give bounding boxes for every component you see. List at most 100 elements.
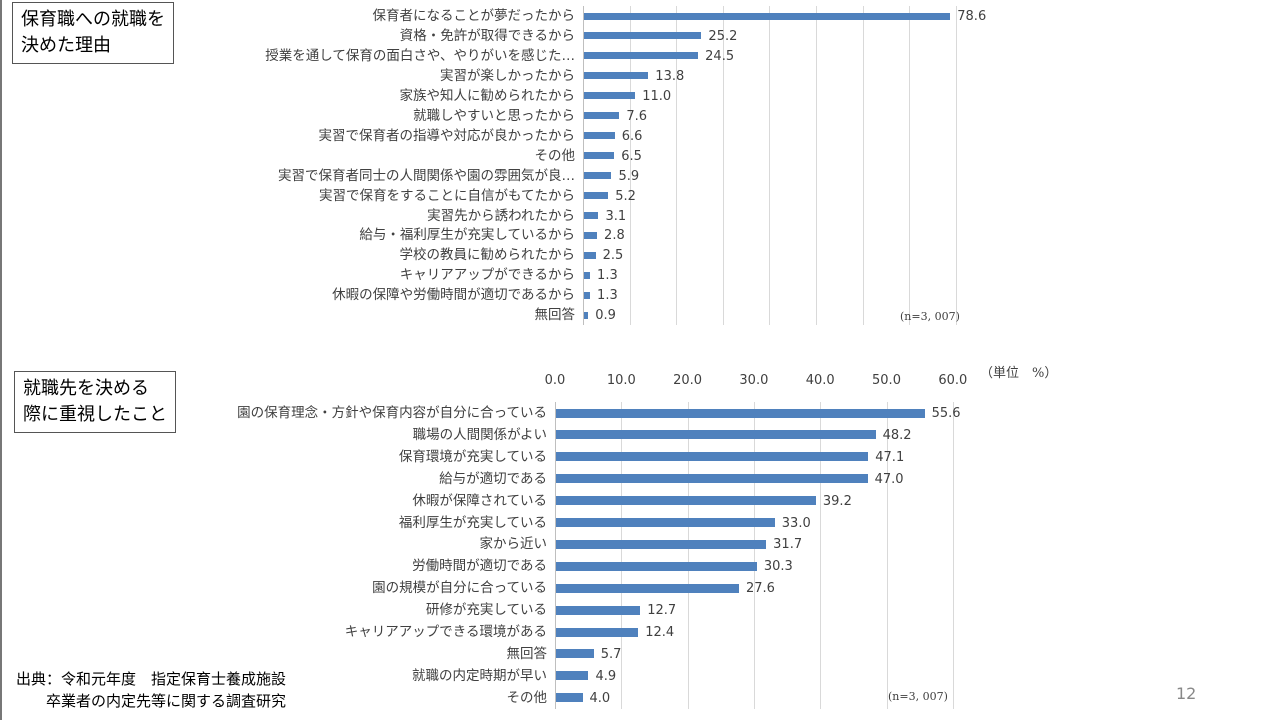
gridline: [687, 402, 689, 709]
category-label: 就職しやすいと思ったから: [413, 107, 575, 124]
data-label: 2.8: [604, 228, 625, 244]
data-label: 6.5: [621, 148, 642, 164]
unit-label: （単位 %）: [980, 366, 1058, 381]
category-label: 保育者になることが夢だったから: [372, 8, 576, 24]
category-label: 実習が楽しかったから: [440, 67, 575, 84]
bar: [584, 212, 599, 219]
category-label: 職場の人間関係がよい: [412, 426, 547, 443]
data-label: 30.3: [763, 559, 793, 575]
y-axis: [555, 402, 556, 709]
data-label: 6.6: [621, 128, 643, 144]
bar: [556, 627, 639, 637]
data-label: 5.9: [618, 168, 640, 184]
gridline: [753, 402, 755, 709]
data-label: 12.4: [645, 625, 675, 640]
bar: [556, 583, 739, 593]
category-label: 実習で保育者の指導や対応が良かったから: [318, 127, 576, 144]
bar: [556, 539, 767, 549]
data-label: 3.1: [605, 208, 627, 224]
category-label: 休暇の保障や労働時間が適切であるから: [332, 287, 575, 304]
x-tick-label: 0.0: [544, 373, 566, 388]
bar: [584, 172, 612, 180]
category-label: 給与・福利厚生が充実しているから: [359, 227, 575, 244]
gridline: [629, 6, 631, 326]
data-label: 47.1: [875, 449, 905, 465]
data-label: 33.0: [781, 515, 811, 531]
data-label: 4.9: [595, 668, 617, 684]
bar: [584, 92, 636, 100]
bar: [584, 311, 589, 319]
category-label: キャリアアップできる環境がある: [344, 624, 547, 640]
gridline: [816, 6, 817, 326]
data-label: 78.6: [957, 9, 987, 24]
gridline: [955, 6, 957, 326]
source-citation: 出典：令和元年度 指定保育士養成施設 卒業者の内定先等に関する調査研究: [16, 670, 287, 710]
x-tick-label: 40.0: [805, 373, 835, 388]
data-label: 1.3: [597, 288, 618, 304]
data-label: 5.7: [600, 646, 622, 662]
category-label: 実習で保育者同士の人間関係や園の雰囲気が良…: [278, 167, 575, 184]
bar: [556, 452, 869, 462]
bar: [584, 152, 615, 160]
x-tick-label: 30.0: [739, 373, 769, 388]
bar: [584, 251, 596, 259]
bar: [556, 496, 816, 506]
category-label: 資格・免許が取得できるから: [399, 27, 575, 44]
bar: [556, 649, 594, 659]
y-axis: [583, 6, 584, 326]
bar: [584, 291, 591, 299]
data-label: 0.9: [595, 308, 616, 324]
category-label: 就職の内定時期が早い: [412, 667, 547, 684]
chart1-sample-size: (n=3, 007): [900, 310, 960, 323]
bar: [556, 430, 876, 440]
bar: [584, 192, 609, 200]
bar: [556, 671, 589, 681]
bar: [584, 72, 649, 80]
chart2-title: 就職先を決める 際に重視したこと: [14, 371, 176, 433]
gridline: [862, 6, 864, 326]
data-label: 1.3: [597, 268, 618, 284]
category-label: 実習で保育をすることに自信がもてたから: [319, 187, 575, 204]
data-label: 13.8: [655, 68, 685, 84]
category-label: その他: [506, 689, 548, 706]
category-label: 実習先から誘われたから: [427, 207, 575, 224]
gridline: [676, 6, 678, 326]
bar: [556, 518, 775, 527]
bar: [584, 271, 591, 279]
category-label: 学校の教員に勧められたから: [399, 247, 576, 264]
gridline: [769, 6, 771, 326]
bar: [556, 408, 925, 418]
data-label: 12.7: [647, 603, 677, 619]
bar: [556, 474, 868, 484]
data-label: 31.7: [773, 537, 803, 553]
data-label: 47.0: [874, 471, 904, 487]
bar: [584, 32, 702, 40]
data-label: 5.2: [615, 188, 636, 204]
data-label: 27.6: [745, 581, 775, 597]
category-label: その他: [534, 147, 576, 164]
gridline: [621, 402, 623, 709]
x-tick-label: 60.0: [938, 373, 968, 388]
category-label: 授業を通して保育の面白さや、やりがいを感じた…: [265, 47, 575, 64]
data-label: 25.2: [708, 28, 738, 44]
data-label: 48.2: [882, 427, 912, 443]
data-label: 55.6: [931, 406, 961, 421]
category-label: 休暇が保障されている: [412, 492, 547, 509]
category-label: 保育環境が充実している: [398, 448, 547, 465]
bar: [556, 693, 583, 703]
bar: [584, 52, 699, 60]
data-label: 24.5: [705, 48, 735, 64]
category-label: 家から近い: [479, 536, 548, 553]
data-label: 2.5: [602, 248, 624, 264]
chart2-sample-size: (n=3, 007): [888, 690, 948, 703]
category-label: 給与が適切である: [439, 470, 547, 487]
category-label: 園の保育理念・方針や保育内容が自分に合っている: [237, 405, 547, 421]
x-tick-label: 50.0: [872, 373, 901, 388]
category-label: 研修が充実している: [425, 602, 547, 619]
category-label: キャリアアップができるから: [399, 267, 575, 284]
gridline: [886, 402, 888, 709]
data-label: 11.0: [642, 88, 672, 104]
category-label: 無回答: [534, 307, 576, 324]
bar: [556, 561, 757, 571]
category-label: 福利厚生が充実している: [398, 514, 547, 531]
